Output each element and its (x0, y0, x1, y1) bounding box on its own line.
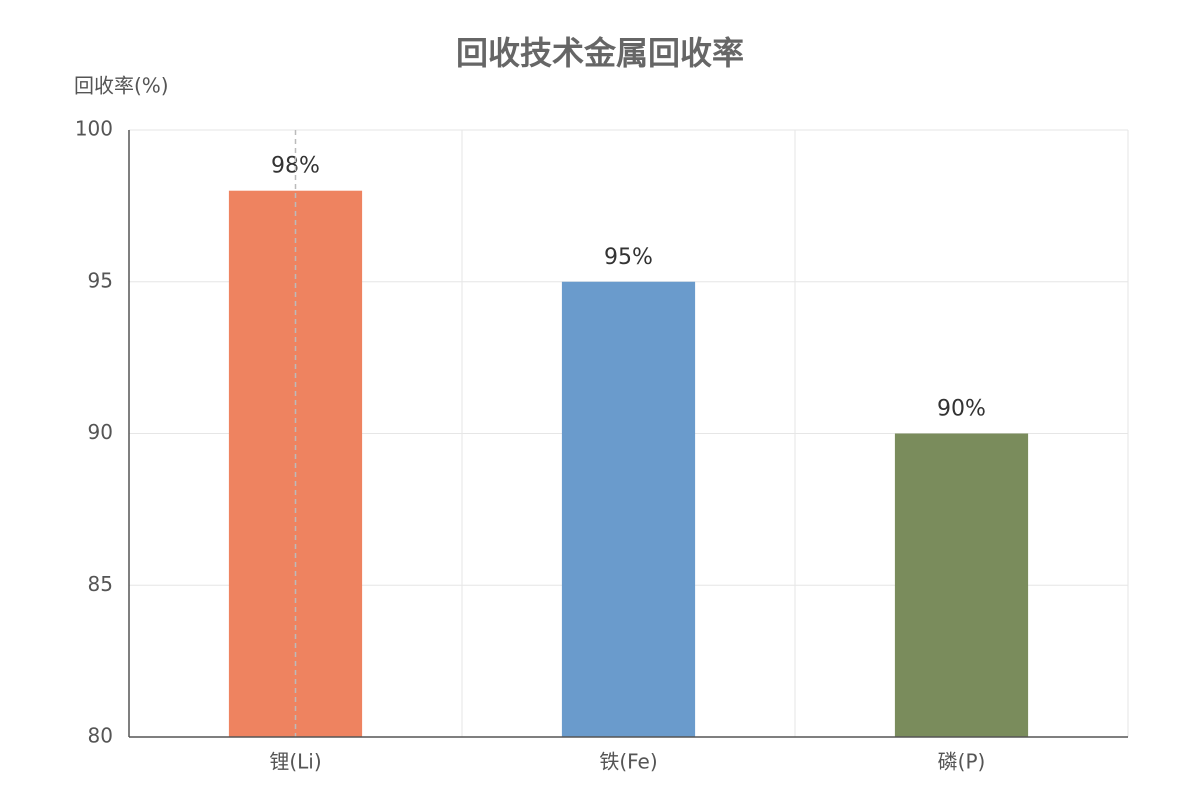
y-axis-title: 回收率(%) (74, 74, 169, 98)
value-label: 95% (604, 245, 653, 270)
x-tick-label: 铁(Fe) (599, 750, 657, 774)
y-tick-label: 95 (88, 268, 113, 292)
y-tick-label: 80 (88, 724, 113, 748)
x-tick-label: 磷(P) (938, 750, 986, 774)
y-tick-label: 85 (88, 572, 113, 596)
chart-title: 回收技术金属回收率 (456, 34, 744, 72)
value-label: 90% (937, 397, 986, 422)
x-tick-label: 锂(Li) (269, 750, 321, 774)
y-tick-label: 90 (88, 420, 113, 444)
bar (561, 281, 696, 737)
y-tick-label: 100 (75, 117, 113, 141)
bar (894, 433, 1029, 737)
